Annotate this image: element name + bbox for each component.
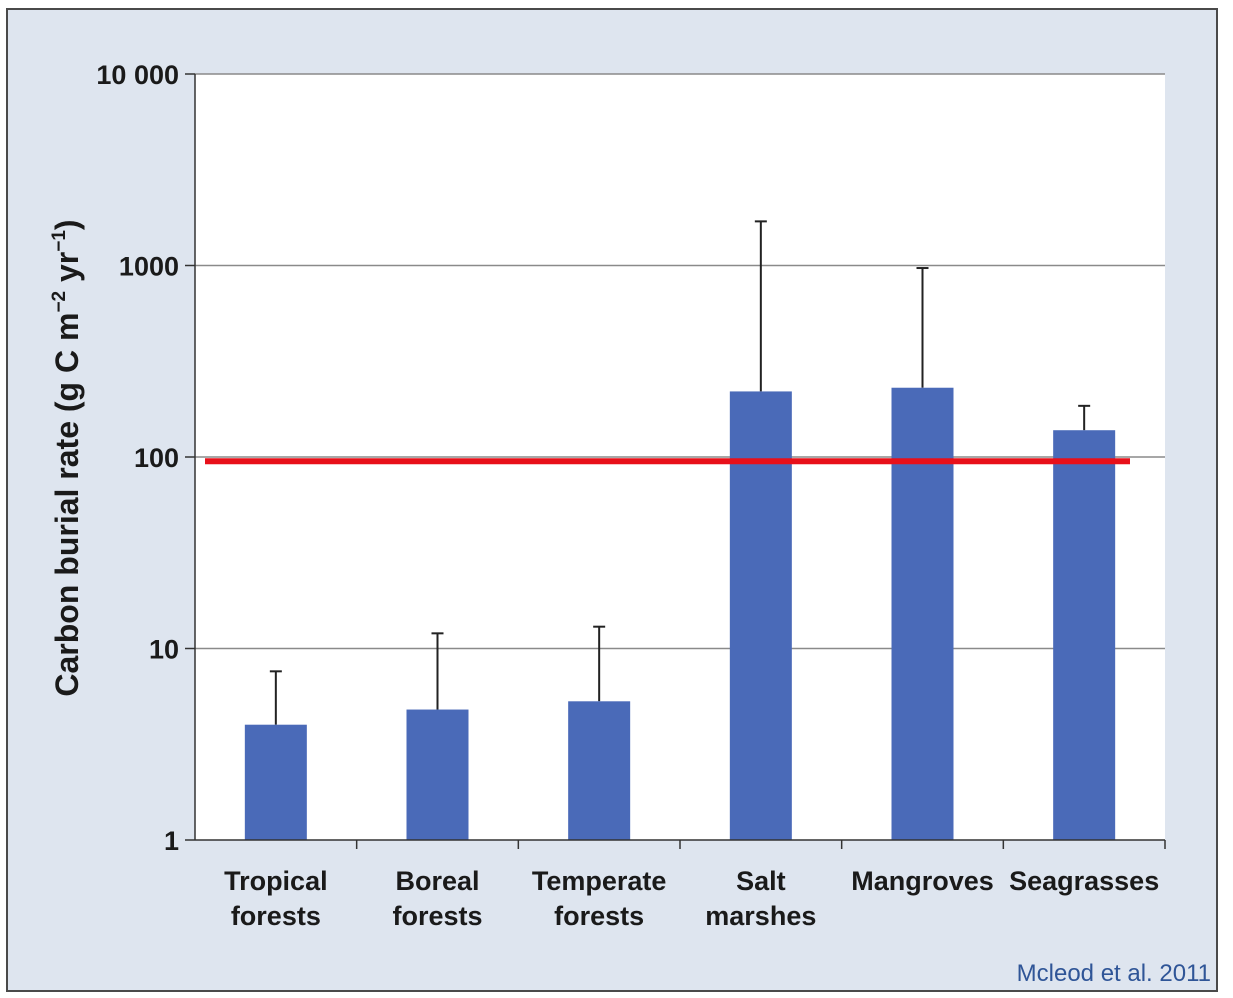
- bar: [729, 391, 792, 840]
- x-category-label: Boreal forests: [392, 866, 482, 931]
- citation: Mcleod et al. 2011: [1016, 960, 1211, 987]
- bar: [568, 701, 631, 840]
- y-axis-title-mid: yr: [49, 252, 85, 291]
- x-category-label: Temperate forests: [532, 866, 667, 931]
- x-category-label: Tropical forests: [224, 866, 328, 931]
- y-tick-label: 10 000: [96, 60, 179, 90]
- y-tick-label: 1: [164, 826, 179, 856]
- y-axis-title-main: Carbon burial rate (g C m: [49, 313, 85, 697]
- x-category-label-line: forests: [392, 901, 482, 931]
- x-category-label-line: Tropical: [224, 866, 328, 896]
- x-category-label-line: forests: [554, 901, 644, 931]
- bar: [244, 724, 307, 840]
- x-category-label-line: Mangroves: [851, 866, 994, 896]
- gridlines: [195, 73, 1165, 650]
- bar: [406, 709, 469, 840]
- bar: [1053, 430, 1116, 840]
- x-category-label-line: forests: [231, 901, 321, 931]
- y-axis-title-exp2: −1: [49, 230, 70, 252]
- y-axis-title: Carbon burial rate (g C m−2 yr−1): [49, 219, 85, 696]
- axes: 1 10 100 1000 10 000 Tropical forests Boreal for…: [96, 60, 1166, 931]
- x-category-label-line: Salt: [736, 866, 786, 896]
- y-axis-title-exp1: −2: [49, 291, 70, 313]
- x-category-label: Salt marshes: [705, 866, 816, 931]
- x-category-label-line: marshes: [705, 901, 816, 931]
- x-category-label: Mangroves: [851, 866, 994, 896]
- y-tick-label: 1000: [119, 252, 179, 282]
- x-category-label-line: Seagrasses: [1009, 866, 1159, 896]
- x-category-label: Seagrasses: [1009, 866, 1159, 896]
- x-category-label-line: Temperate: [532, 866, 667, 896]
- bar: [891, 387, 954, 840]
- x-category-label-line: Boreal: [395, 866, 479, 896]
- y-tick-label: 10: [149, 635, 179, 665]
- y-axis-title-end: ): [49, 219, 85, 230]
- y-tick-label: 100: [134, 443, 179, 473]
